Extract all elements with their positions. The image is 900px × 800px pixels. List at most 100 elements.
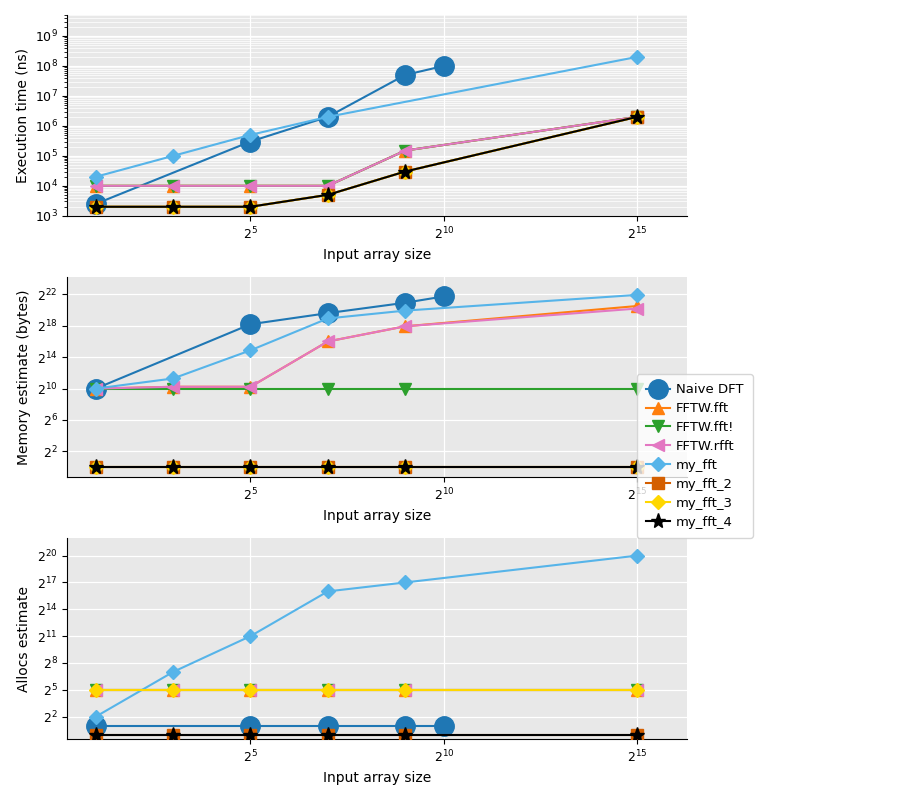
my_fft_4 bbox=[400, 462, 410, 472]
my_fft_2 bbox=[245, 462, 256, 472]
my_fft_4 bbox=[167, 202, 178, 211]
my_fft_4 bbox=[90, 462, 101, 472]
FFTW.fft bbox=[322, 337, 333, 346]
FFTW.fft bbox=[632, 685, 643, 694]
my_fft_3 bbox=[400, 166, 410, 176]
my_fft_3 bbox=[322, 685, 333, 694]
my_fft_4 bbox=[90, 202, 101, 211]
FFTW.rfft bbox=[90, 181, 101, 190]
Line: my_fft_3: my_fft_3 bbox=[91, 462, 642, 472]
my_fft_4 bbox=[400, 730, 410, 739]
FFTW.rfft bbox=[167, 382, 178, 391]
my_fft_3 bbox=[90, 202, 101, 211]
FFTW.rfft bbox=[400, 322, 410, 331]
Line: FFTW.fft: FFTW.fft bbox=[90, 300, 644, 395]
FFTW.fft! bbox=[167, 181, 178, 190]
my_fft_2 bbox=[90, 730, 101, 739]
FFTW.rfft bbox=[245, 181, 256, 190]
my_fft_3 bbox=[167, 462, 178, 472]
Naive DFT bbox=[245, 319, 256, 329]
Line: FFTW.fft!: FFTW.fft! bbox=[90, 382, 644, 395]
Line: my_fft_2: my_fft_2 bbox=[90, 461, 644, 474]
Line: FFTW.rfft: FFTW.rfft bbox=[90, 683, 644, 696]
my_fft_3 bbox=[167, 685, 178, 694]
Naive DFT bbox=[400, 70, 410, 80]
my_fft_3 bbox=[632, 462, 643, 472]
my_fft_3 bbox=[90, 462, 101, 472]
FFTW.rfft bbox=[90, 685, 101, 694]
my_fft bbox=[90, 384, 101, 394]
my_fft_2 bbox=[90, 462, 101, 472]
Y-axis label: Execution time (ns): Execution time (ns) bbox=[15, 48, 29, 183]
Y-axis label: Memory estimate (bytes): Memory estimate (bytes) bbox=[17, 290, 32, 465]
FFTW.fft! bbox=[322, 685, 333, 694]
FFTW.fft! bbox=[400, 146, 410, 155]
Line: Naive DFT: Naive DFT bbox=[86, 716, 454, 735]
FFTW.rfft bbox=[322, 181, 333, 190]
my_fft bbox=[400, 578, 410, 587]
Y-axis label: Allocs estimate: Allocs estimate bbox=[17, 586, 32, 692]
Line: FFTW.rfft: FFTW.rfft bbox=[90, 302, 644, 395]
FFTW.fft bbox=[90, 384, 101, 394]
Naive DFT bbox=[90, 199, 101, 209]
my_fft_3 bbox=[322, 190, 333, 200]
Naive DFT bbox=[245, 721, 256, 730]
FFTW.fft bbox=[322, 181, 333, 190]
my_fft_2 bbox=[400, 166, 410, 176]
my_fft bbox=[632, 551, 643, 561]
FFTW.rfft bbox=[322, 685, 333, 694]
Line: my_fft_3: my_fft_3 bbox=[91, 112, 642, 212]
my_fft_3 bbox=[632, 685, 643, 694]
my_fft_3 bbox=[167, 202, 178, 211]
FFTW.fft bbox=[167, 181, 178, 190]
my_fft bbox=[90, 172, 101, 182]
Line: Naive DFT: Naive DFT bbox=[86, 286, 454, 398]
my_fft bbox=[245, 346, 256, 355]
FFTW.fft bbox=[90, 685, 101, 694]
FFTW.fft! bbox=[167, 384, 178, 394]
FFTW.rfft bbox=[632, 112, 643, 122]
Naive DFT bbox=[90, 721, 101, 730]
Line: my_fft_3: my_fft_3 bbox=[91, 685, 642, 694]
my_fft_4 bbox=[245, 730, 256, 739]
my_fft_4 bbox=[167, 730, 178, 739]
FFTW.fft! bbox=[400, 685, 410, 694]
my_fft_2 bbox=[167, 462, 178, 472]
my_fft_3 bbox=[245, 462, 256, 472]
FFTW.rfft bbox=[322, 337, 333, 346]
FFTW.fft! bbox=[245, 685, 256, 694]
Line: FFTW.rfft: FFTW.rfft bbox=[90, 110, 644, 192]
my_fft_2 bbox=[322, 462, 333, 472]
my_fft_2 bbox=[167, 202, 178, 211]
my_fft bbox=[90, 712, 101, 722]
my_fft_3 bbox=[90, 685, 101, 694]
my_fft_2 bbox=[632, 462, 643, 472]
Line: my_fft_2: my_fft_2 bbox=[90, 728, 644, 741]
X-axis label: Input array size: Input array size bbox=[323, 771, 431, 785]
Line: my_fft_2: my_fft_2 bbox=[90, 110, 644, 213]
Naive DFT bbox=[245, 137, 256, 146]
X-axis label: Input array size: Input array size bbox=[323, 510, 431, 523]
my_fft_2 bbox=[632, 112, 643, 122]
Line: my_fft: my_fft bbox=[91, 290, 642, 394]
my_fft bbox=[322, 586, 333, 596]
my_fft_3 bbox=[322, 462, 333, 472]
FFTW.fft! bbox=[322, 384, 333, 394]
FFTW.fft! bbox=[245, 384, 256, 394]
FFTW.fft bbox=[400, 685, 410, 694]
Naive DFT bbox=[322, 112, 333, 122]
FFTW.fft! bbox=[90, 181, 101, 190]
my_fft_4 bbox=[322, 190, 333, 200]
my_fft bbox=[632, 52, 643, 62]
my_fft_4 bbox=[322, 462, 333, 472]
my_fft bbox=[245, 130, 256, 140]
my_fft bbox=[632, 290, 643, 300]
FFTW.fft! bbox=[632, 112, 643, 122]
my_fft_4 bbox=[245, 462, 256, 472]
Naive DFT bbox=[90, 384, 101, 394]
Naive DFT bbox=[438, 292, 449, 302]
FFTW.fft bbox=[322, 685, 333, 694]
FFTW.fft bbox=[245, 685, 256, 694]
Line: my_fft_4: my_fft_4 bbox=[88, 110, 644, 214]
FFTW.fft bbox=[90, 181, 101, 190]
